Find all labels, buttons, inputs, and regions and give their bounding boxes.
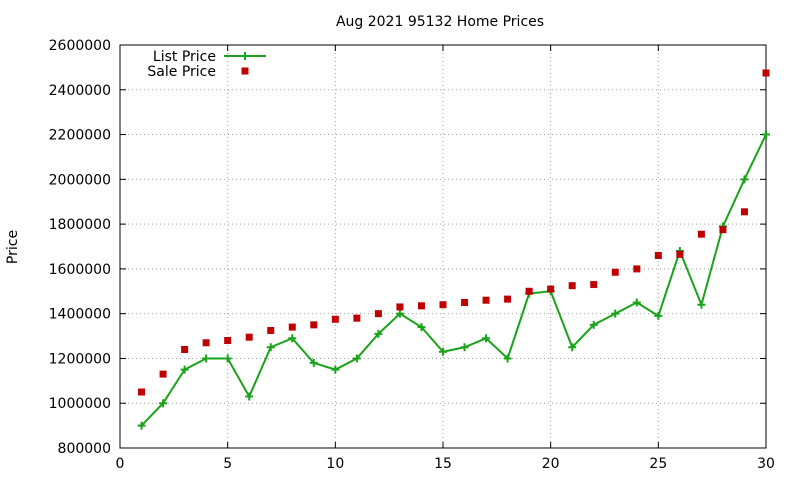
x-tick-label: 30 — [757, 456, 775, 472]
list-price-point — [266, 343, 275, 352]
list-price-point — [223, 354, 232, 363]
y-tick-label: 2200000 — [49, 128, 111, 144]
sale-price-point — [417, 302, 425, 310]
sale-price-point — [331, 315, 339, 323]
list-price-point — [180, 365, 189, 374]
y-axis-label: Price — [5, 230, 21, 264]
grid-lines — [120, 45, 766, 448]
sale-price-point — [245, 333, 253, 341]
list-price-point — [762, 130, 770, 139]
sale-price-point — [374, 310, 382, 318]
sale-price-point — [697, 230, 705, 238]
list-price-point — [568, 343, 577, 352]
x-tick-label: 20 — [542, 456, 560, 472]
sale-price-point — [762, 69, 770, 77]
sale-price-point — [159, 370, 167, 378]
sale-price-point — [267, 326, 275, 334]
x-tick-label: 5 — [223, 456, 232, 472]
list-price-point — [654, 311, 663, 320]
sale-price-point — [353, 314, 361, 322]
y-tick-label: 1600000 — [49, 262, 111, 278]
sale-price-point — [568, 282, 576, 290]
x-tick-label: 10 — [326, 456, 344, 472]
x-tick-label: 25 — [649, 456, 667, 472]
data-series — [137, 69, 770, 430]
list-price-point — [331, 365, 340, 374]
x-tick-label: 15 — [434, 456, 452, 472]
list-price-point — [374, 329, 383, 338]
axis-ticks: 0 5 10 15 20 25 30 800000 1000000 1200000 1400000 1… — [49, 38, 775, 472]
sale-price-point — [202, 339, 210, 347]
sale-price-point — [740, 208, 748, 216]
sale-price-point — [611, 268, 619, 276]
sale-price-point — [633, 265, 641, 273]
y-tick-label: 1800000 — [49, 217, 111, 233]
list-price-point — [611, 309, 620, 318]
sale-price-point — [547, 285, 555, 293]
legend-marker-sale-price — [241, 67, 249, 75]
sale-price-point — [439, 301, 447, 309]
sale-price-point — [396, 303, 404, 311]
list-price-point — [309, 358, 318, 367]
list-price-point — [503, 354, 512, 363]
list-price-point — [288, 334, 297, 343]
sale-price-point — [676, 250, 684, 258]
list-price-point — [482, 334, 491, 343]
sale-price-point — [482, 296, 490, 304]
y-tick-label: 800000 — [58, 441, 111, 457]
x-tick-label: 0 — [116, 456, 125, 472]
sale-price-point — [461, 298, 469, 306]
list-price-point — [632, 298, 641, 307]
legend: List Price Sale Price — [147, 49, 266, 80]
sale-price-point — [288, 323, 296, 331]
list-price-point — [137, 421, 146, 430]
y-tick-label: 1400000 — [49, 307, 111, 323]
legend-label-sale-price: Sale Price — [147, 64, 216, 80]
list-price-point — [395, 309, 404, 318]
list-price-point — [589, 320, 598, 329]
list-price-point — [697, 300, 706, 309]
list-price-line — [140, 134, 767, 427]
y-tick-label: 2600000 — [49, 38, 111, 54]
sale-price-point — [719, 226, 727, 234]
sale-price-point — [525, 287, 533, 295]
sale-price-point — [590, 281, 598, 289]
legend-marker-list-price — [241, 52, 249, 60]
list-price-point — [417, 323, 426, 332]
y-tick-label: 2000000 — [49, 172, 111, 188]
y-tick-label: 2400000 — [49, 83, 111, 99]
legend-label-list-price: List Price — [153, 49, 216, 65]
list-price-point — [202, 354, 211, 363]
list-price-point — [245, 392, 254, 401]
list-price-point — [439, 347, 447, 356]
sale-price-point — [310, 321, 318, 329]
sale-price-point — [181, 345, 189, 353]
sale-price-point — [224, 337, 232, 345]
sale-price-point — [654, 251, 662, 259]
sale-price-point — [504, 295, 512, 303]
list-price-point — [460, 343, 469, 352]
chart-title: Aug 2021 95132 Home Prices — [336, 14, 544, 30]
list-price-point — [352, 354, 361, 363]
list-price-point — [159, 399, 168, 408]
y-tick-label: 1200000 — [49, 351, 111, 367]
sale-price-point — [138, 388, 146, 396]
y-tick-label: 1000000 — [49, 396, 111, 412]
list-price-point — [740, 175, 749, 184]
